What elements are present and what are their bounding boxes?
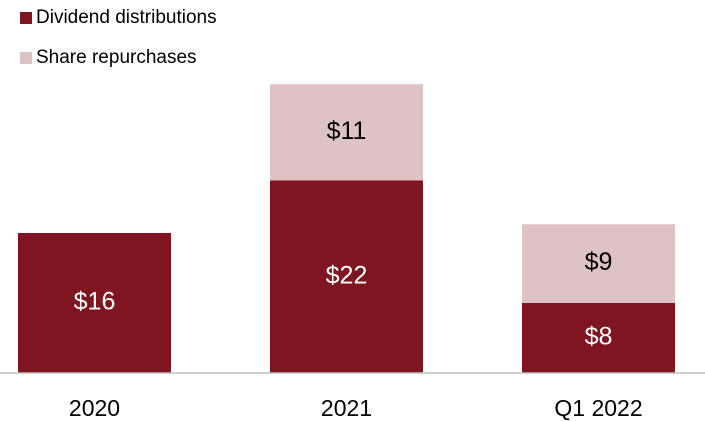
data-label: $8 (585, 323, 613, 351)
bar-segment (18, 233, 171, 373)
x-tick-label: Q1 2022 (554, 395, 642, 421)
data-label: $16 (74, 288, 116, 316)
bar-segment (270, 84, 423, 181)
bar-segment (270, 180, 423, 373)
data-label: $9 (585, 248, 613, 276)
legend-label: Dividend distributions (36, 7, 217, 28)
data-label: $11 (327, 117, 367, 145)
bar-segment (522, 303, 675, 373)
legend-label: Share repurchases (36, 47, 197, 68)
bar-segment (522, 224, 675, 303)
x-tick-label: 2021 (321, 395, 372, 421)
legend-swatch (20, 52, 32, 64)
legend-swatch (20, 12, 32, 24)
data-label: $22 (326, 261, 368, 289)
x-tick-label: 2020 (69, 395, 120, 421)
